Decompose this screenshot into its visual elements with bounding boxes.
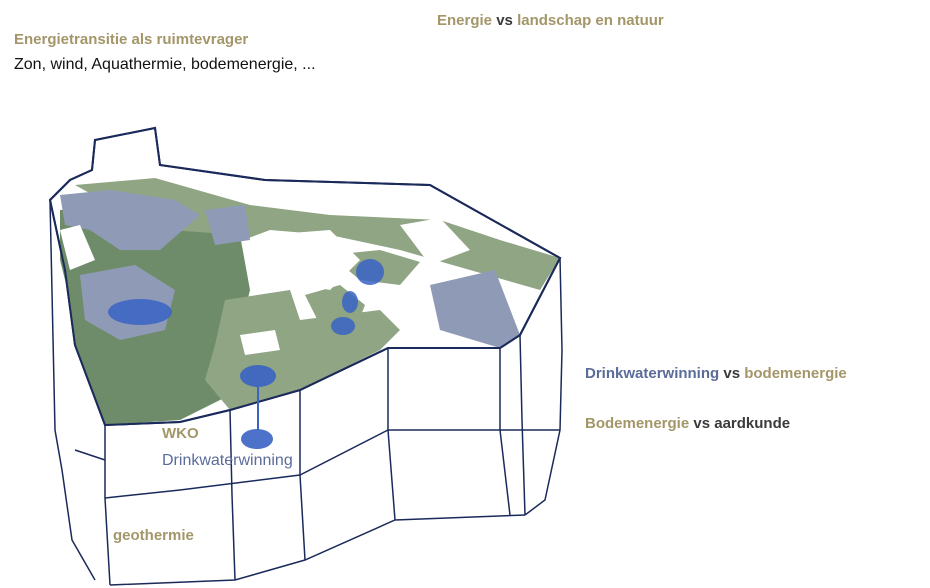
clearing-4 (60, 225, 95, 270)
label-wko: WKO (162, 425, 199, 442)
dw-part1: Drinkwaterwinning (585, 365, 720, 382)
dw-vs: vs (719, 365, 745, 382)
side-walls (49, 199, 563, 586)
wko-ellipse-5 (240, 365, 276, 387)
title-right-vs: vs (492, 12, 518, 29)
wko-ellipse-3 (342, 291, 358, 313)
title-right-part1: Energie (437, 12, 493, 29)
clearing-1 (250, 230, 360, 290)
wko-ellipse-4 (331, 317, 355, 335)
label-drinkwaterwinning: Drinkwaterwinning (162, 452, 293, 469)
surface-outline (48, 126, 562, 427)
title-right-part2: landschap en natuur (517, 12, 664, 29)
heading-energietransitie: Energietransitie als ruimtevrager (14, 31, 249, 48)
be-vs: vs (689, 415, 715, 432)
greyblue-area-e (430, 270, 520, 348)
wko-ellipse-2 (356, 259, 384, 285)
greyblue-area-n (205, 205, 250, 245)
clearing-3 (240, 330, 280, 355)
clearing-2 (400, 218, 470, 265)
greyblue-area-nw (60, 190, 200, 250)
be-part1: Bodemenergie (585, 415, 690, 432)
label-geothermie: geothermie (113, 527, 194, 544)
wko-ellipse-1 (108, 299, 172, 325)
label-drinkwater-vs-bodemenergie: Drinkwaterwinning vs bodemenergie (585, 365, 847, 382)
be-part2: aardkunde (714, 415, 791, 432)
drinkwater-ellipse (241, 429, 273, 449)
label-bodemenergie-vs-aardkunde: Bodemenergie vs aardkunde (585, 415, 790, 432)
green-area-north (75, 178, 560, 290)
title-energie-vs-landschap: Energie vs landschap en natuur (437, 12, 664, 29)
dw-part2: bodemenergie (744, 365, 847, 382)
subheading-energy-types: Zon, wind, Aquathermie, bodemenergie, ..… (14, 56, 316, 73)
